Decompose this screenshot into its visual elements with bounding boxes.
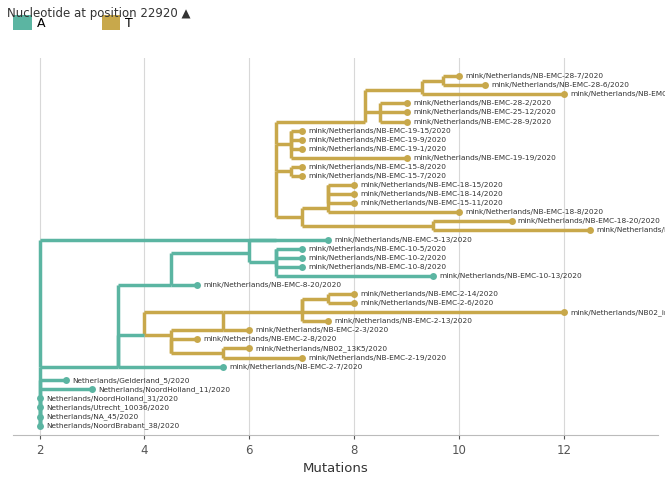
Text: mink/Netherlands/NB-EMC-2-19/2020: mink/Netherlands/NB-EMC-2-19/2020: [308, 355, 446, 360]
Text: mink/Netherlands/NB-EMC-19-19/2020: mink/Netherlands/NB-EMC-19-19/2020: [413, 155, 556, 161]
Text: mink/Netherlands/NB-EMC-2-7/2020: mink/Netherlands/NB-EMC-2-7/2020: [229, 364, 362, 369]
Text: mink/Netherlands/NB-EMC-19-1/2020: mink/Netherlands/NB-EMC-19-1/2020: [308, 146, 446, 152]
Text: mink/Netherlands/NB-EMC-2-3/2020: mink/Netherlands/NB-EMC-2-3/2020: [255, 327, 389, 333]
Text: Netherlands/Utrecht_10036/2020: Netherlands/Utrecht_10036/2020: [46, 404, 169, 411]
Text: mink/Netherlands/NB-EMC-18-20/2020: mink/Netherlands/NB-EMC-18-20/2020: [518, 218, 661, 225]
Text: mink/Netherlands/NB-EMC-10-5/2020: mink/Netherlands/NB-EMC-10-5/2020: [308, 245, 446, 252]
Text: mink/Netherlands/NB-EMC-15-7/2020: mink/Netherlands/NB-EMC-15-7/2020: [308, 173, 446, 179]
Text: mink/Netherlands/NB-EMC-28-6/2020: mink/Netherlands/NB-EMC-28-6/2020: [491, 82, 630, 88]
Text: mink/Netherlands/NB-EMC-18-14/2020: mink/Netherlands/NB-EMC-18-14/2020: [360, 191, 503, 197]
Text: Netherlands/NoordHolland_11/2020: Netherlands/NoordHolland_11/2020: [98, 386, 230, 393]
Text: mink/Netherlands/NB-EMC-19-15/2020: mink/Netherlands/NB-EMC-19-15/2020: [308, 128, 451, 134]
Legend: A, T: A, T: [13, 15, 133, 29]
Text: mink/Netherlands/NB-EMC-5-13/2020: mink/Netherlands/NB-EMC-5-13/2020: [334, 237, 472, 242]
Text: mink/Netherlands/NB-EMC-2-6/2020: mink/Netherlands/NB-EMC-2-6/2020: [360, 300, 493, 306]
X-axis label: Mutations: Mutations: [303, 462, 368, 475]
Text: mink/Netherlands/NB02_13K5/2020: mink/Netherlands/NB02_13K5/2020: [255, 345, 388, 352]
Text: mink/Netherlands/NB-EMC-2-8/2020: mink/Netherlands/NB-EMC-2-8/2020: [203, 336, 336, 342]
Text: Netherlands/NoordHolland_31/2020: Netherlands/NoordHolland_31/2020: [46, 395, 178, 402]
Text: mink/Netherlands/NB-EMC-19-9/2020: mink/Netherlands/NB-EMC-19-9/2020: [308, 137, 446, 142]
Text: Netherlands/NoordBrabant_38/2020: Netherlands/NoordBrabant_38/2020: [46, 422, 179, 429]
Text: mink/Netherlands/NB02_index/2020: mink/Netherlands/NB02_index/2020: [571, 309, 665, 315]
Text: mink/Netherlands/NB-EMC-28-2/2020: mink/Netherlands/NB-EMC-28-2/2020: [413, 100, 551, 106]
Text: mink/Netherlands/NB-EMC-15-11/2020: mink/Netherlands/NB-EMC-15-11/2020: [360, 200, 503, 206]
Text: mink/Netherlands/NB-EMC-10-8/2020: mink/Netherlands/NB-EMC-10-8/2020: [308, 264, 446, 270]
Text: mink/Netherlands/NB-EMC-28-3/2020: mink/Netherlands/NB-EMC-28-3/2020: [571, 91, 665, 97]
Text: mink/Netherlands/NB-EMC-18-8/2020: mink/Netherlands/NB-EMC-18-8/2020: [465, 209, 603, 215]
Text: mink/Netherlands/NB-EMC-2-14/2020: mink/Netherlands/NB-EMC-2-14/2020: [360, 291, 499, 297]
Text: mink/Netherlands/NB-EMC-10-2/2020: mink/Netherlands/NB-EMC-10-2/2020: [308, 255, 446, 261]
Text: Netherlands/NA_45/2020: Netherlands/NA_45/2020: [46, 413, 138, 420]
Text: mink/Netherlands/NB-EMC-28-7/2020: mink/Netherlands/NB-EMC-28-7/2020: [465, 73, 603, 79]
Text: mink/Netherlands/NB-EMC-8-20/2020: mink/Netherlands/NB-EMC-8-20/2020: [203, 282, 341, 288]
Text: Netherlands/Gelderland_5/2020: Netherlands/Gelderland_5/2020: [72, 377, 190, 384]
Text: mink/Netherlands/NB-EMC-10-13/2020: mink/Netherlands/NB-EMC-10-13/2020: [439, 273, 582, 279]
Text: mink/Netherlands/NB-EMC-25-12/2020: mink/Netherlands/NB-EMC-25-12/2020: [413, 110, 556, 115]
Text: mink/Netherlands/NB-EMC-28-9/2020: mink/Netherlands/NB-EMC-28-9/2020: [413, 118, 551, 125]
Text: mink/Netherlands/NB-EMC-2-13/2020: mink/Netherlands/NB-EMC-2-13/2020: [334, 318, 472, 324]
Text: mink/Netherlands/NB-EMC-15-8/2020: mink/Netherlands/NB-EMC-15-8/2020: [308, 164, 446, 170]
Text: mink/Netherlands/NB-EMC-18-15/2020: mink/Netherlands/NB-EMC-18-15/2020: [360, 182, 503, 188]
Text: Nucleotide at position 22920 ▲: Nucleotide at position 22920 ▲: [7, 7, 190, 20]
Text: mink/Netherlands/NB-EMC-18-17/2020: mink/Netherlands/NB-EMC-18-17/2020: [597, 227, 665, 233]
